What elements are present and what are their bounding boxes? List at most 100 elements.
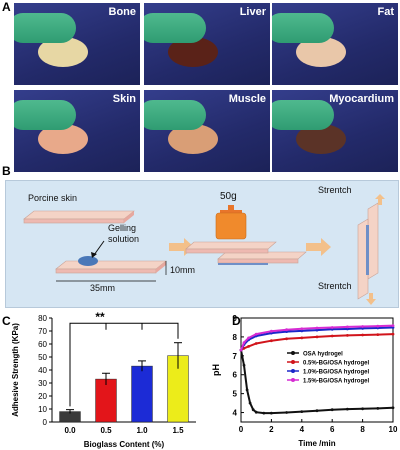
y-tick-label: 9 [233,314,238,323]
y-tick-label: 70 [38,327,47,336]
photo-label: Skin [112,93,136,105]
y-axis-label: pH [211,364,221,376]
x-axis-label: Time /min [298,439,335,448]
x-tick-label: 0 [239,425,244,434]
x-tick-label: 1.0 [136,426,148,435]
bar-1.0 [131,365,153,423]
photo-label: Myocardium [329,93,394,105]
bar-0.5 [95,378,117,423]
y-tick-label: 6 [233,371,238,380]
series-point-2 [300,329,304,333]
series-point-3 [285,328,288,332]
y-tick-label: 80 [38,314,47,323]
series-point-0 [330,408,334,412]
porcine-skin-label: Porcine skin [28,193,78,203]
x-tick-label: 2 [269,425,274,434]
series-point-3 [346,325,349,329]
y-tick-label: 8 [233,333,238,342]
series-point-0 [245,388,249,392]
gelling-solution-drop [78,256,98,266]
series-point-0 [315,409,319,413]
stretch-up-arrow [375,194,385,199]
step-arrow-2 [306,238,331,256]
y-tick-label: 0 [43,418,48,427]
series-point-3 [300,327,304,331]
photo-label: Muscle [228,93,266,105]
series-point-1 [330,334,334,338]
gloved-finger [272,100,334,130]
gel-pointer-line [93,240,105,256]
legend-marker [291,360,295,364]
photo-liver: Liver [144,3,270,85]
series-point-1 [254,342,258,345]
series-point-1 [346,334,349,337]
panel-b-schematic: Porcine skin Gelling solution 50g 35mm 1… [5,180,399,308]
series-line-0 [240,349,394,415]
x-tick-label: 4 [300,425,305,434]
panel-a-letter: A [2,0,11,14]
photo-myocardium: Myocardium [272,90,398,172]
series-point-0 [251,408,255,412]
x-tick-label: 8 [360,425,365,434]
x-tick-label: 10 [389,425,398,434]
y-tick-label: 10 [38,405,47,414]
gloved-finger [14,13,76,43]
gloved-finger [14,100,76,130]
x-axis-label: Bioglass Content (%) [84,440,165,449]
legend-label: 1.5%-BG/OSA hydrogel [303,379,369,385]
overlapped-skin-assembly [185,241,307,265]
x-tick-label: 0.5 [100,426,112,435]
line-chart-ph: 4 5 6 7 8 9 0 2 4 6 8 10 OSA hydrogel 0.5%-BG/OSA hyd… [211,314,398,448]
series-point-2 [346,327,349,331]
series-point-0 [376,407,380,410]
series-point-0 [242,363,246,367]
series-point-3 [315,326,319,330]
panel-b-letter: B [2,164,11,178]
porcine-skin-slab-bottom [55,260,167,274]
panel-c-letter: C [2,314,11,328]
series-point-0 [262,411,266,415]
length-label: 35mm [90,283,116,293]
legend-label: 1.0%-BG/OSA hydrogel [303,370,369,376]
legend-marker [291,369,295,373]
photo-label: Liver [239,6,266,18]
gel-pointer-arrowhead [91,252,97,258]
legend-label: OSA hydrogel [303,352,343,358]
y-tick-label: 40 [38,366,47,375]
series-point-1 [300,336,304,340]
photo-label: Bone [108,6,137,18]
gloved-finger [272,13,334,43]
series-point-0 [270,411,273,415]
y-tick-label: 60 [38,340,47,349]
series-point-1 [270,339,273,343]
series-point-1 [376,333,380,336]
gloved-finger [144,100,206,130]
x-tick-label: 6 [330,425,335,434]
series-point-3 [391,324,395,327]
y-axis-label: Adhesive Strength (KPa) [11,323,20,417]
series-point-0 [248,401,252,405]
panel-d-letter: D [232,314,241,328]
photo-label: Fat [377,6,395,18]
weight-50g [215,205,247,240]
series-point-0 [300,410,304,413]
legend-label: 0.5%-BG/OSA hydrogel [303,361,369,367]
stretch-top-label: Strentch [318,185,352,195]
porcine-skin-slab-top [23,210,135,224]
series-point-0 [254,410,258,414]
y-tick-label: 4 [233,409,238,418]
y-tick-label: 20 [38,392,47,401]
series-point-1 [285,337,288,341]
series-point-3 [330,326,334,329]
series-point-1 [315,335,319,339]
photo-fat: Fat [272,3,398,85]
photo-muscle: Muscle [144,90,270,172]
legend-marker [291,351,295,355]
stretch-bottom-label: Strentch [318,281,352,291]
series-point-1 [391,332,395,336]
plot-frame [240,317,394,423]
series-point-0 [285,411,288,414]
bar-chart-adhesive-strength: 0 10 20 30 40 50 60 70 80 0.0 0.5 1.0 1.5 ** Bioglass … [11,310,196,449]
x-tick-label: 0.0 [64,426,76,435]
series-point-0 [361,407,364,411]
